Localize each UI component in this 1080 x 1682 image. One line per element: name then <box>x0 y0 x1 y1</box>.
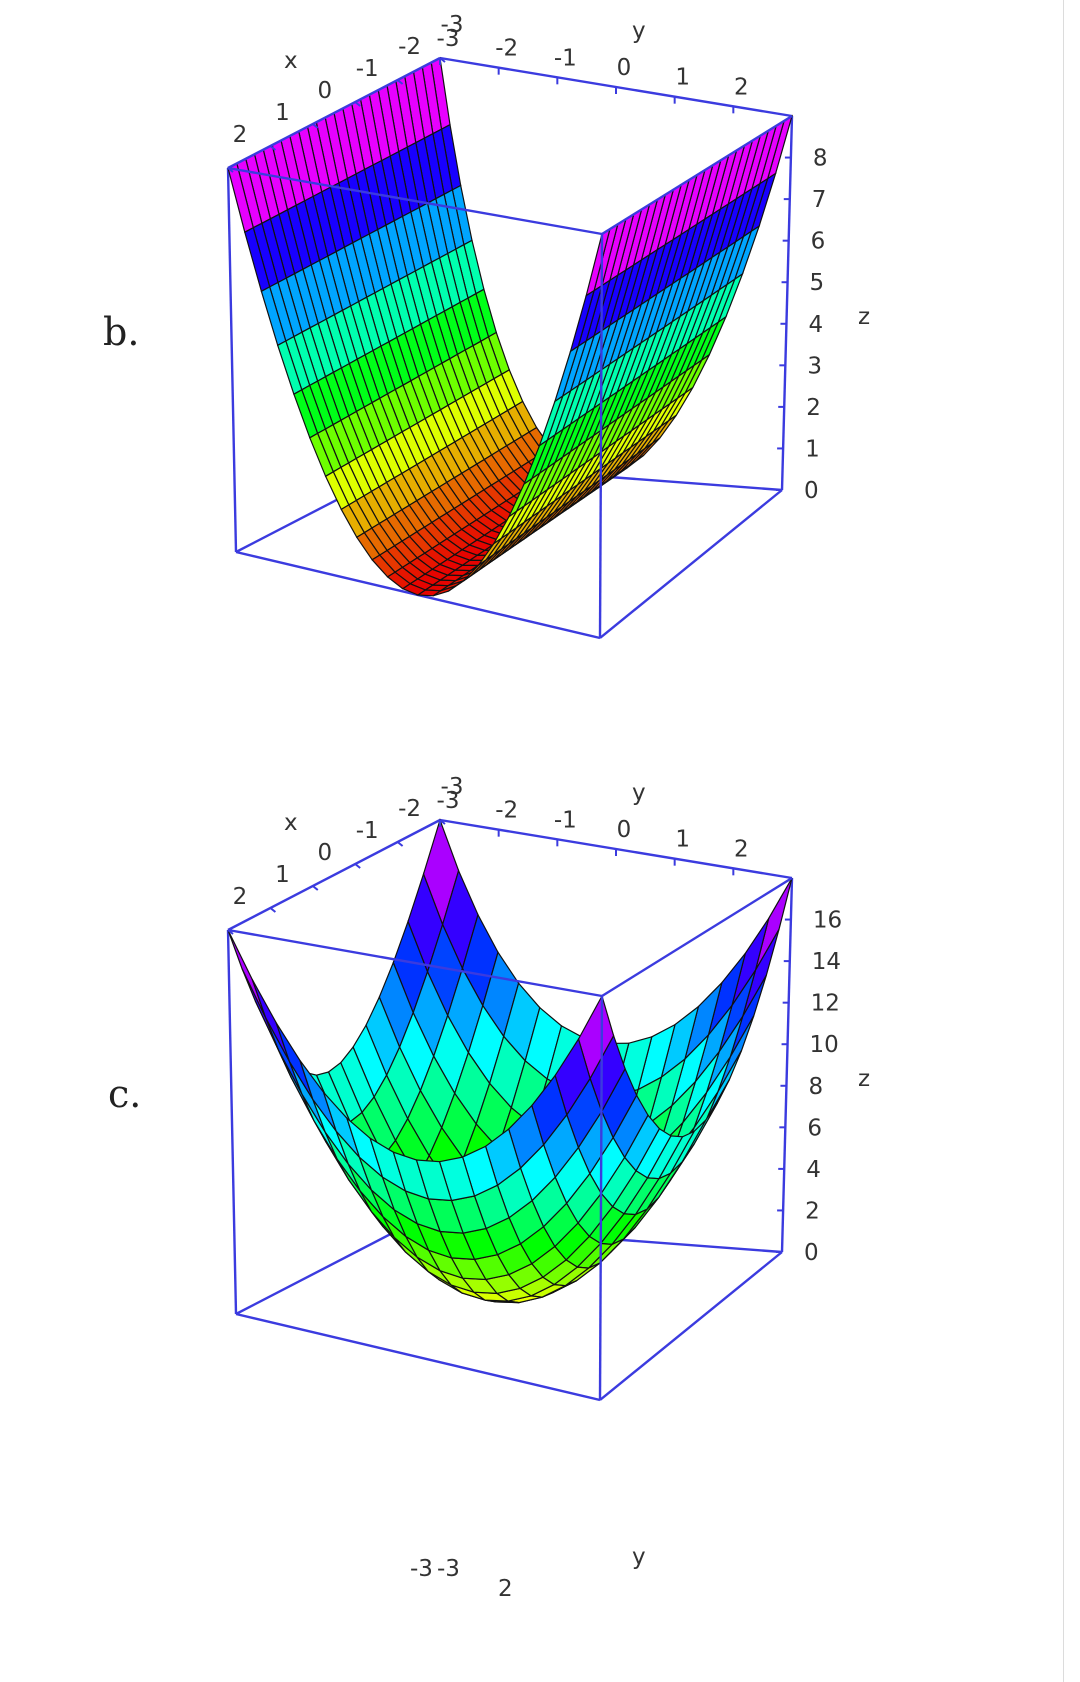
y-tick-label: 0 <box>617 817 632 843</box>
z-tick-label: 6 <box>811 229 826 255</box>
x-tick-label: -2 <box>398 796 421 822</box>
x-tick-mark <box>312 885 319 891</box>
page-right-rule <box>1063 0 1064 1682</box>
z-tick-label: 2 <box>805 1198 820 1224</box>
partial-x-tick: -3 <box>410 1556 433 1582</box>
x-tick-label: 0 <box>317 840 332 866</box>
x-tick-mark <box>227 929 234 935</box>
z-tick-label: 0 <box>804 1240 819 1266</box>
z-tick-label: 10 <box>810 1032 839 1058</box>
z-tick-label: 8 <box>808 1074 823 1100</box>
x-tick-mark <box>396 79 404 85</box>
y-tick-label: 0 <box>617 55 632 81</box>
partial-y-axis-label: y <box>632 1544 646 1570</box>
z-axis-label: z <box>858 1066 870 1092</box>
figure-c-label: c. <box>108 1072 142 1116</box>
surface-mesh <box>227 818 793 1304</box>
partial-figure-svg: -3 -3 2 y <box>410 1544 646 1602</box>
figure-c-surface-plot: 2 1 0 -1 -2 -3 x -3 -2 -1 0 1 2 y 0 2 4 6 8 10 12 14 16 z <box>0 762 1060 1562</box>
partial-x-tick: 2 <box>498 1576 513 1602</box>
surface-mesh <box>227 57 794 597</box>
z-tick-label: 14 <box>812 949 841 975</box>
x-tick-label: 2 <box>233 122 248 148</box>
z-tick-label: 3 <box>807 353 822 379</box>
y-tick-label: -3 <box>437 26 460 52</box>
surface-facet <box>227 929 267 1019</box>
y-tick-label: -1 <box>554 45 577 71</box>
z-tick-label: 8 <box>813 146 828 172</box>
x-tick-mark <box>227 167 234 173</box>
x-axis-label: x <box>284 810 298 836</box>
z-tick-label: 5 <box>810 270 825 296</box>
partial-figure-d: -3 -3 2 y <box>0 1526 1060 1682</box>
z-tick-label: 1 <box>805 436 820 462</box>
y-tick-label: -2 <box>495 798 518 824</box>
x-tick-mark <box>354 863 361 869</box>
x-tick-label: -3 <box>441 774 464 800</box>
z-tick-label: 16 <box>813 908 842 934</box>
x-tick-label: 2 <box>233 884 248 910</box>
z-tick-label: 4 <box>808 312 823 338</box>
y-tick-label: -2 <box>495 36 518 62</box>
y-tick-label: 1 <box>675 65 690 91</box>
y-tick-label: 2 <box>734 836 749 862</box>
y-tick-label: -3 <box>437 788 460 814</box>
x-tick-label: -1 <box>356 56 379 82</box>
z-tick-label: 6 <box>807 1115 822 1141</box>
z-tick-label: 0 <box>804 478 819 504</box>
x-tick-label: 1 <box>275 862 290 888</box>
x-tick-mark <box>396 841 404 847</box>
x-tick-label: -3 <box>441 12 464 38</box>
x-tick-label: -1 <box>356 818 379 844</box>
x-tick-mark <box>354 101 361 107</box>
x-tick-mark <box>312 123 319 129</box>
z-axis-label: z <box>858 304 870 330</box>
x-tick-mark <box>269 907 277 913</box>
x-tick-label: 1 <box>275 100 290 126</box>
z-tick-label: 2 <box>806 395 821 421</box>
y-axis-label: y <box>632 780 646 806</box>
z-tick-label: 7 <box>812 187 827 213</box>
y-tick-label: -1 <box>554 807 577 833</box>
surface-facet <box>275 1022 314 1100</box>
partial-x-tick: -3 <box>437 1556 460 1582</box>
surface-facet <box>415 1159 453 1202</box>
x-tick-label: -2 <box>398 34 421 60</box>
y-tick-label: 1 <box>675 827 690 853</box>
surface-facet <box>754 877 793 971</box>
z-tick-label: 4 <box>806 1157 821 1183</box>
x-axis-label: x <box>284 48 298 74</box>
x-tick-label: 0 <box>317 78 332 104</box>
z-tick-label: 12 <box>811 991 840 1017</box>
y-tick-label: 2 <box>734 74 749 100</box>
figure-b-surface-plot: 2 1 0 -1 -2 -3 x -3 -2 -1 0 1 2 y 0 1 2 3 4 5 6 7 8 z <box>0 0 1060 800</box>
surface-facet <box>416 589 443 597</box>
surface-facet <box>251 979 290 1062</box>
figure-b-label: b. <box>103 310 140 354</box>
x-tick-mark <box>269 145 277 151</box>
y-axis-label: y <box>632 18 646 44</box>
